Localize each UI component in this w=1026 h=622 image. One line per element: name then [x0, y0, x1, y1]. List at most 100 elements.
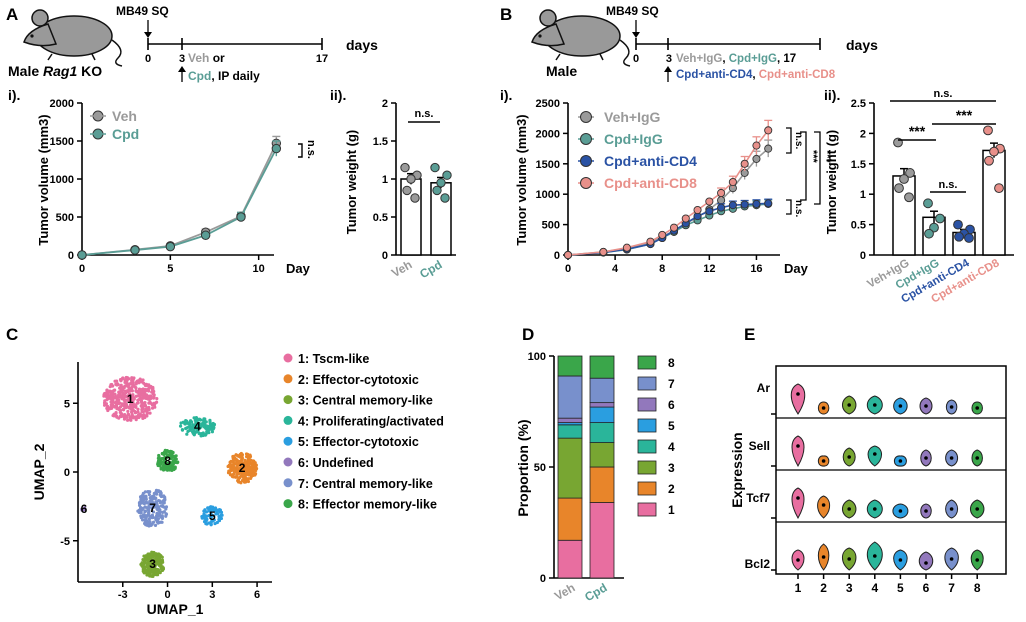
y-tick-label-b-ii: 1 — [860, 189, 866, 201]
umap-cell-dot — [244, 478, 248, 482]
legend-swatch-d-3 — [637, 460, 657, 475]
legend-dot-c-2 — [283, 374, 293, 384]
umap-cell-dot — [143, 557, 148, 561]
umap-cell-dot — [205, 430, 209, 434]
umap-cell-dot — [147, 490, 151, 494]
data-point-b-3 — [646, 237, 655, 246]
umap-cell-dot — [149, 384, 153, 389]
umap-cell-dot — [202, 512, 206, 516]
x-tick-label-b-i: 4 — [612, 263, 619, 275]
stack-segment-veh-8 — [557, 355, 583, 377]
data-point-b-2 — [740, 200, 749, 209]
umap-cell-dot — [146, 388, 150, 392]
violin-median — [796, 558, 800, 562]
umap-cell-dot — [149, 394, 153, 398]
legend-marker-b-2 — [580, 155, 592, 167]
umap-cell-dot — [207, 521, 211, 525]
legend-dot-c-7 — [283, 478, 293, 488]
y-tick-label-b-i: 1500 — [536, 159, 560, 171]
umap-cell-dot — [207, 428, 211, 432]
umap-cell-dot — [152, 560, 156, 564]
umap-cell-dot — [171, 462, 175, 466]
replicate-point — [899, 174, 909, 184]
umap-cell-dot — [131, 376, 135, 380]
replicate-point — [923, 198, 933, 209]
umap-cell-dot — [136, 410, 140, 414]
umap-cell-dot — [157, 555, 161, 559]
legend-dot-c-8 — [283, 499, 293, 509]
y-tick-label-b-i: 0 — [554, 250, 560, 262]
y-tick-label-a-ii: 1.5 — [373, 136, 388, 148]
legend-marker-b-0 — [580, 111, 592, 123]
umap-cell-dot — [175, 461, 179, 465]
violin-median — [898, 459, 903, 463]
umap-cell-dot — [173, 466, 177, 470]
y-tick-label-d: 100 — [528, 351, 546, 363]
umap-scatter — [80, 375, 259, 579]
stack-segment-veh-7 — [557, 375, 583, 419]
umap-cell-dot — [115, 383, 119, 387]
y-tick-label-c: 5 — [64, 398, 70, 410]
umap-cell-dot — [140, 395, 145, 400]
sub-label-b-i: i). — [500, 87, 512, 103]
umap-cell-dot — [245, 472, 250, 476]
umap-cell-dot — [234, 453, 238, 457]
umap-cell-dot — [190, 420, 194, 424]
violin-median — [898, 404, 903, 408]
umap-cell-dot — [240, 461, 244, 465]
umap-cell-dot — [153, 502, 157, 506]
umap-cell-dot — [144, 514, 148, 518]
violin-median — [975, 406, 979, 410]
umap-cell-dot — [154, 572, 158, 576]
umap-cell-dot — [155, 397, 159, 401]
umap-cell-dot — [145, 573, 149, 577]
umap-cell-dot — [111, 384, 115, 388]
umap-cell-dot — [148, 514, 152, 518]
data-point-b-0 — [752, 154, 761, 163]
umap-cell-dot — [217, 514, 221, 519]
legend-label-d-5: 5 — [668, 419, 675, 433]
umap-cell-dot — [162, 501, 166, 505]
umap-cell-dot — [147, 505, 151, 509]
x-category-d-cpd: Cpd — [582, 580, 609, 604]
legend-label-d-4: 4 — [668, 440, 675, 454]
series-line-cpd — [81, 148, 278, 256]
umap-cell-dot — [137, 503, 142, 507]
umap-cell-dot — [134, 380, 138, 385]
gene-label-tcf7: Tcf7 — [746, 491, 770, 505]
umap-cell-dot — [137, 380, 142, 384]
umap-cell-dot — [139, 510, 143, 515]
replicate-point — [905, 168, 915, 178]
umap-cell-dot — [136, 415, 141, 419]
umap-cell-dot — [130, 381, 135, 386]
series-line-b-3 — [567, 129, 769, 256]
umap-cell-dot — [134, 394, 138, 398]
umap-cell-dot — [134, 417, 138, 422]
y-axis-label-e: Expression — [729, 432, 745, 507]
umap-cell-dot — [192, 428, 196, 432]
umap-cell-dot — [141, 507, 145, 511]
umap-cell-dot — [144, 395, 148, 399]
umap-cell-dot — [143, 496, 148, 500]
x-category-e-8: 8 — [974, 581, 981, 595]
violin-median — [898, 509, 903, 513]
umap-cell-dot — [126, 395, 130, 399]
stack-segment-cpd-6 — [589, 402, 615, 408]
timeline-tick-label-b: 0 — [633, 53, 639, 65]
umap-cell-dot — [188, 428, 192, 433]
umap-cell-dot — [239, 481, 243, 485]
cluster-label-2: 2 — [239, 461, 246, 475]
timeline-tick-label-a: 17 — [316, 53, 328, 65]
y-axis-label-b-i: Tumor volume (mm3) — [514, 114, 529, 245]
stack-segment-veh-2 — [557, 497, 583, 541]
umap-cell-dot — [141, 558, 145, 562]
umap-cell-dot — [157, 463, 162, 467]
replicate-point — [953, 219, 963, 230]
umap-cell-dot — [235, 473, 239, 477]
umap-cell-dot — [120, 397, 124, 401]
umap-cell-dot — [143, 510, 147, 514]
umap-cell-dot — [121, 408, 126, 412]
x-tick-label-c: 3 — [209, 589, 215, 601]
legend-swatch-d-1 — [637, 502, 657, 517]
umap-cell-dot — [122, 395, 126, 399]
